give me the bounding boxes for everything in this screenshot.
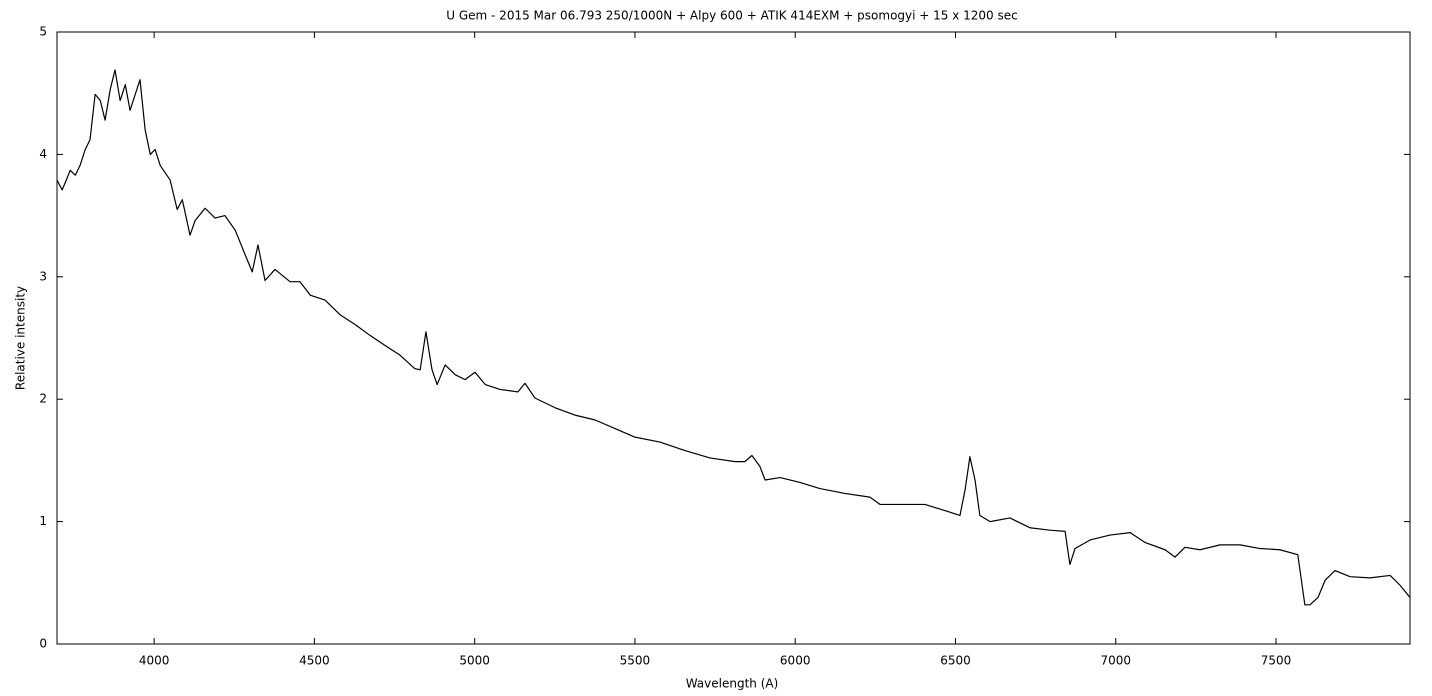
y-tick-label: 1 xyxy=(39,514,47,528)
x-tick-label: 4000 xyxy=(139,654,170,668)
x-tick-label: 6500 xyxy=(940,654,971,668)
y-tick-label: 3 xyxy=(39,269,47,283)
plot-frame xyxy=(56,31,1411,645)
chart-title: U Gem - 2015 Mar 06.793 250/1000N + Alpy… xyxy=(446,9,1018,23)
y-tick-label: 4 xyxy=(39,147,47,161)
x-tick-label: 7000 xyxy=(1100,654,1131,668)
y-tick-label: 0 xyxy=(39,637,47,651)
x-tick-label: 5000 xyxy=(459,654,490,668)
spectrum-line xyxy=(56,69,1411,606)
x-axis-label: Wavelength (A) xyxy=(686,677,779,691)
x-tick-label: 5500 xyxy=(620,654,651,668)
x-tick-label: 7500 xyxy=(1261,654,1292,668)
y-tick-label: 2 xyxy=(39,392,47,406)
y-tick-label: 5 xyxy=(39,25,47,39)
x-tick-label: 4500 xyxy=(299,654,330,668)
y-axis-label: Relative intensity xyxy=(14,286,28,390)
x-tick-label: 6000 xyxy=(780,654,811,668)
